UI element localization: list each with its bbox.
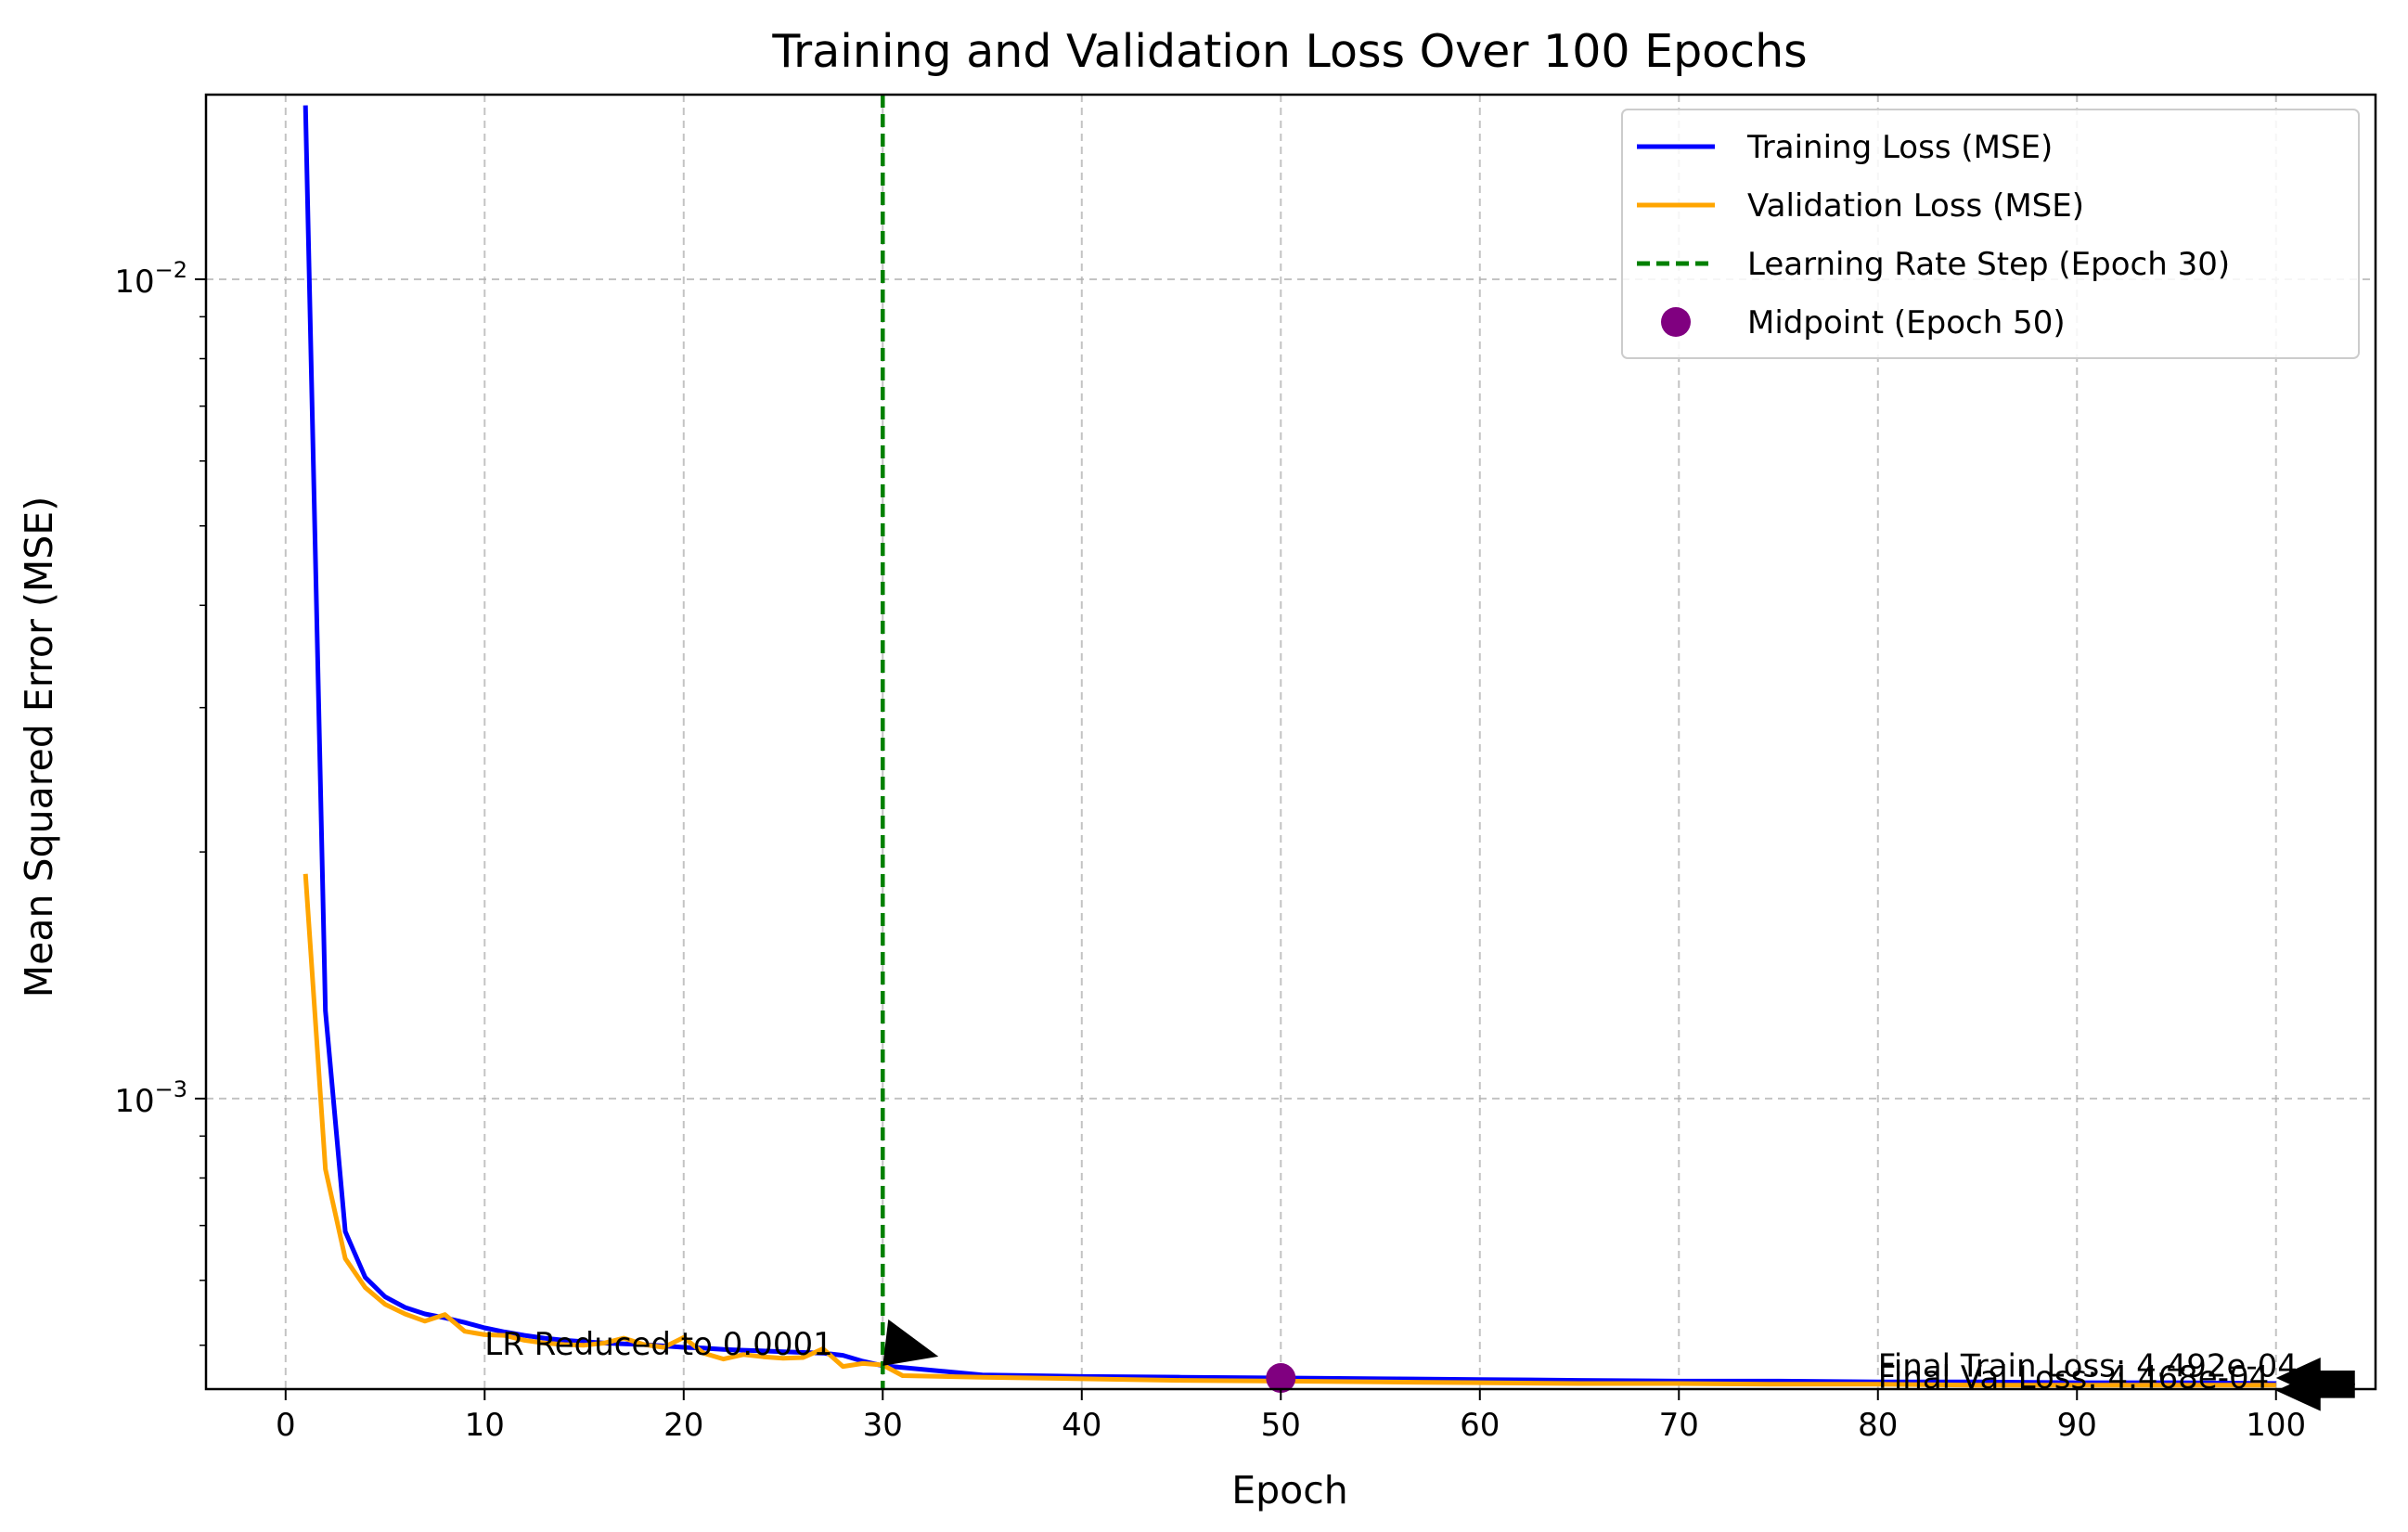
validation-loss-line (303, 873, 2276, 1388)
x-tick-label: 40 (1062, 1407, 1101, 1444)
lr-reduced-annotation: LR Reduced to 0.0001 (484, 1326, 832, 1363)
legend-box (1621, 109, 2360, 359)
final-val-arrow (2275, 1370, 2355, 1411)
legend: Training Loss (MSE) Validation Loss (MSE)… (1621, 109, 2360, 359)
x-tick-label: 0 (276, 1407, 296, 1444)
final-train-loss-annotation: Final Train Loss: 4.492e-04 (1878, 1347, 2298, 1384)
y-tick-label: 10−3 (114, 1076, 187, 1120)
y-axis-label: Mean Squared Error (MSE) (17, 496, 61, 998)
annotations-layer: LR Reduced to 0.0001 Final Train Loss: 4.… (484, 1319, 2355, 1411)
x-tick-label: 20 (663, 1407, 703, 1444)
legend-midpoint-swatch (1661, 307, 1691, 337)
x-tick-label: 10 (465, 1407, 505, 1444)
x-tick-label: 70 (1659, 1407, 1699, 1444)
lr-arrow (882, 1319, 939, 1366)
legend-validation-loss-label: Validation Loss (MSE) (1747, 187, 2084, 225)
chart-title: Training and Validation Loss Over 100 Ep… (771, 25, 1807, 78)
plot-frame (204, 93, 2377, 1391)
legend-midpoint-label: Midpoint (Epoch 50) (1747, 304, 2066, 341)
axes-layer: 0 10 20 30 40 50 60 70 80 90 100 10−2 10−3 (114, 93, 2377, 1444)
x-tick-label: 50 (1261, 1407, 1301, 1444)
x-tick-label: 60 (1460, 1407, 1500, 1444)
x-tick-label: 100 (2246, 1407, 2306, 1444)
final-val-loss-annotation: Final Val Loss: 4.468e-04 (1878, 1359, 2270, 1397)
x-tick-label: 90 (2057, 1407, 2097, 1444)
series-layer (303, 95, 2276, 1394)
legend-lr-step-label: Learning Rate Step (Epoch 30) (1747, 246, 2230, 283)
midpoint-marker (1266, 1363, 1296, 1394)
legend-training-loss-label: Training Loss (MSE) (1746, 129, 2053, 166)
x-tick-label: 80 (1858, 1407, 1898, 1444)
x-tick-label: 30 (863, 1407, 903, 1444)
y-tick-label: 10−2 (114, 257, 187, 301)
x-axis-label: Epoch (1231, 1468, 1348, 1513)
